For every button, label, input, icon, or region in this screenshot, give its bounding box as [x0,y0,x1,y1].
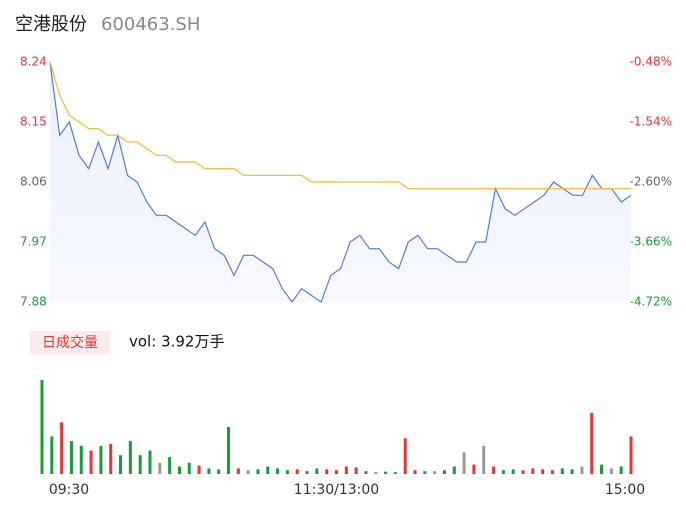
volume-bar [89,450,93,474]
volume-bar [600,464,604,474]
volume-bar [207,468,211,474]
volume-bar [433,471,437,474]
y2-tick-label: -3.66% [630,235,672,249]
volume-bar [276,468,280,474]
volume-bar [462,452,466,474]
volume-bar [335,470,338,474]
volume-bar [374,472,378,474]
volume-bar [236,468,240,474]
volume-bar [266,466,270,474]
volume-bar [40,380,44,474]
volume-bar [521,470,525,474]
volume-bar [109,443,113,474]
volume-bar [472,464,476,474]
volume-bar [590,412,594,474]
volume-bar [315,468,319,474]
y-tick-label: 7.88 [20,295,47,309]
volume-bar [50,436,54,474]
average-line [49,61,631,190]
y2-tick-label: -1.54% [630,115,672,129]
volume-bar [413,470,417,474]
volume-bar [364,471,368,474]
volume-bar [393,472,397,474]
stock-code: 600463.SH [101,14,200,35]
volume-bar [177,466,181,474]
volume-bar [629,436,633,474]
volume-bar [531,468,535,474]
volume-bar [256,469,260,474]
volume-bar [560,468,564,474]
y2-tick-label: -0.48% [630,55,672,69]
volume-bar [217,469,221,474]
volume-bar [119,455,123,474]
volume-bar [570,469,574,474]
x-tick-label: 11:30/13:00 [294,482,379,498]
price-line [49,61,632,304]
volume-bar [168,457,172,474]
y-tick-label: 8.06 [20,175,47,189]
volume-bar [138,455,142,474]
volume-bar [609,468,613,474]
volume-bar [246,470,250,474]
volume-bar [501,470,505,474]
volume-bar [452,466,456,474]
volume-bar [492,466,496,474]
y2-tick-label: -2.60% [630,175,672,189]
y2-tick-label: -4.72% [630,295,672,309]
volume-bar [580,466,584,474]
volume-bar [344,466,348,474]
volume-bar [482,445,486,474]
volume-bar [285,470,289,474]
volume-bar [550,470,554,474]
stock-name: 空港股份 [15,14,87,35]
volume-bar [187,462,191,474]
volume-bar [619,466,623,474]
volume-bar [423,471,427,474]
volume-bar [511,469,515,474]
y-tick-label: 8.24 [20,55,47,69]
volume-bar [69,441,73,474]
volume-bar [295,469,299,474]
volume-bar [227,427,231,474]
volume-bar [541,469,545,474]
volume-tag-bg [30,331,110,354]
volume-bar [148,450,152,474]
volume-total: vol: 3.92万手 [129,333,224,351]
volume-bar [197,465,201,474]
volume-bar [354,467,358,474]
volume-bar [79,445,83,474]
volume-bar [403,438,407,474]
x-tick-label: 09:30 [49,482,89,498]
y-tick-label: 7.97 [20,235,47,249]
x-tick-label: 15:00 [605,482,645,498]
volume-bar [442,470,446,474]
volume-bar [305,471,309,474]
volume-tag: 日成交量 [42,334,98,351]
volume-bar [60,422,64,474]
volume-bar [128,441,132,474]
volume-bar [325,469,329,474]
volume-bar [158,462,162,474]
volume-bar [99,445,103,474]
y-tick-label: 8.15 [20,115,47,129]
volume-bar [384,471,388,474]
